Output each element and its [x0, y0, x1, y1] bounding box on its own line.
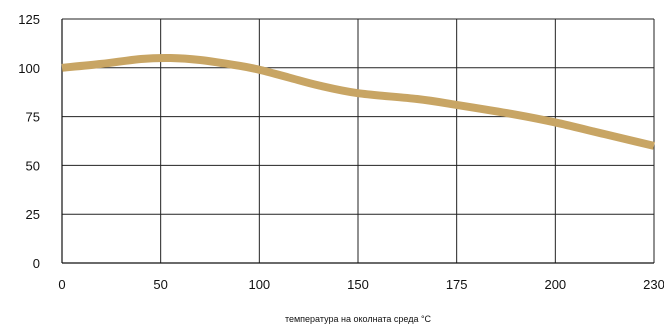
y-tick-label-100: 100 [18, 61, 40, 76]
y-tick-label-125: 125 [18, 12, 40, 27]
series-line-0 [61, 53, 655, 150]
y-tick-label-50: 50 [26, 158, 40, 173]
y-tick-label-25: 25 [26, 207, 40, 222]
tick-labels: 0 25 50 75 100 125 0 50 100 150 175 200 230 [18, 12, 664, 292]
x-tick-label-0: 0 [58, 277, 65, 292]
x-tick-label-100: 100 [248, 277, 270, 292]
x-axis-title: температура на околната среда °C [285, 314, 432, 324]
x-tick-label-50: 50 [153, 277, 167, 292]
y-tick-label-0: 0 [33, 256, 40, 271]
x-tick-label-230: 230 [643, 277, 664, 292]
data-series [61, 53, 655, 150]
axes [61, 19, 654, 264]
x-tick-label-200: 200 [544, 277, 566, 292]
y-tick-label-75: 75 [26, 110, 40, 125]
x-tick-label-150: 150 [347, 277, 369, 292]
x-tick-label-175: 175 [446, 277, 468, 292]
